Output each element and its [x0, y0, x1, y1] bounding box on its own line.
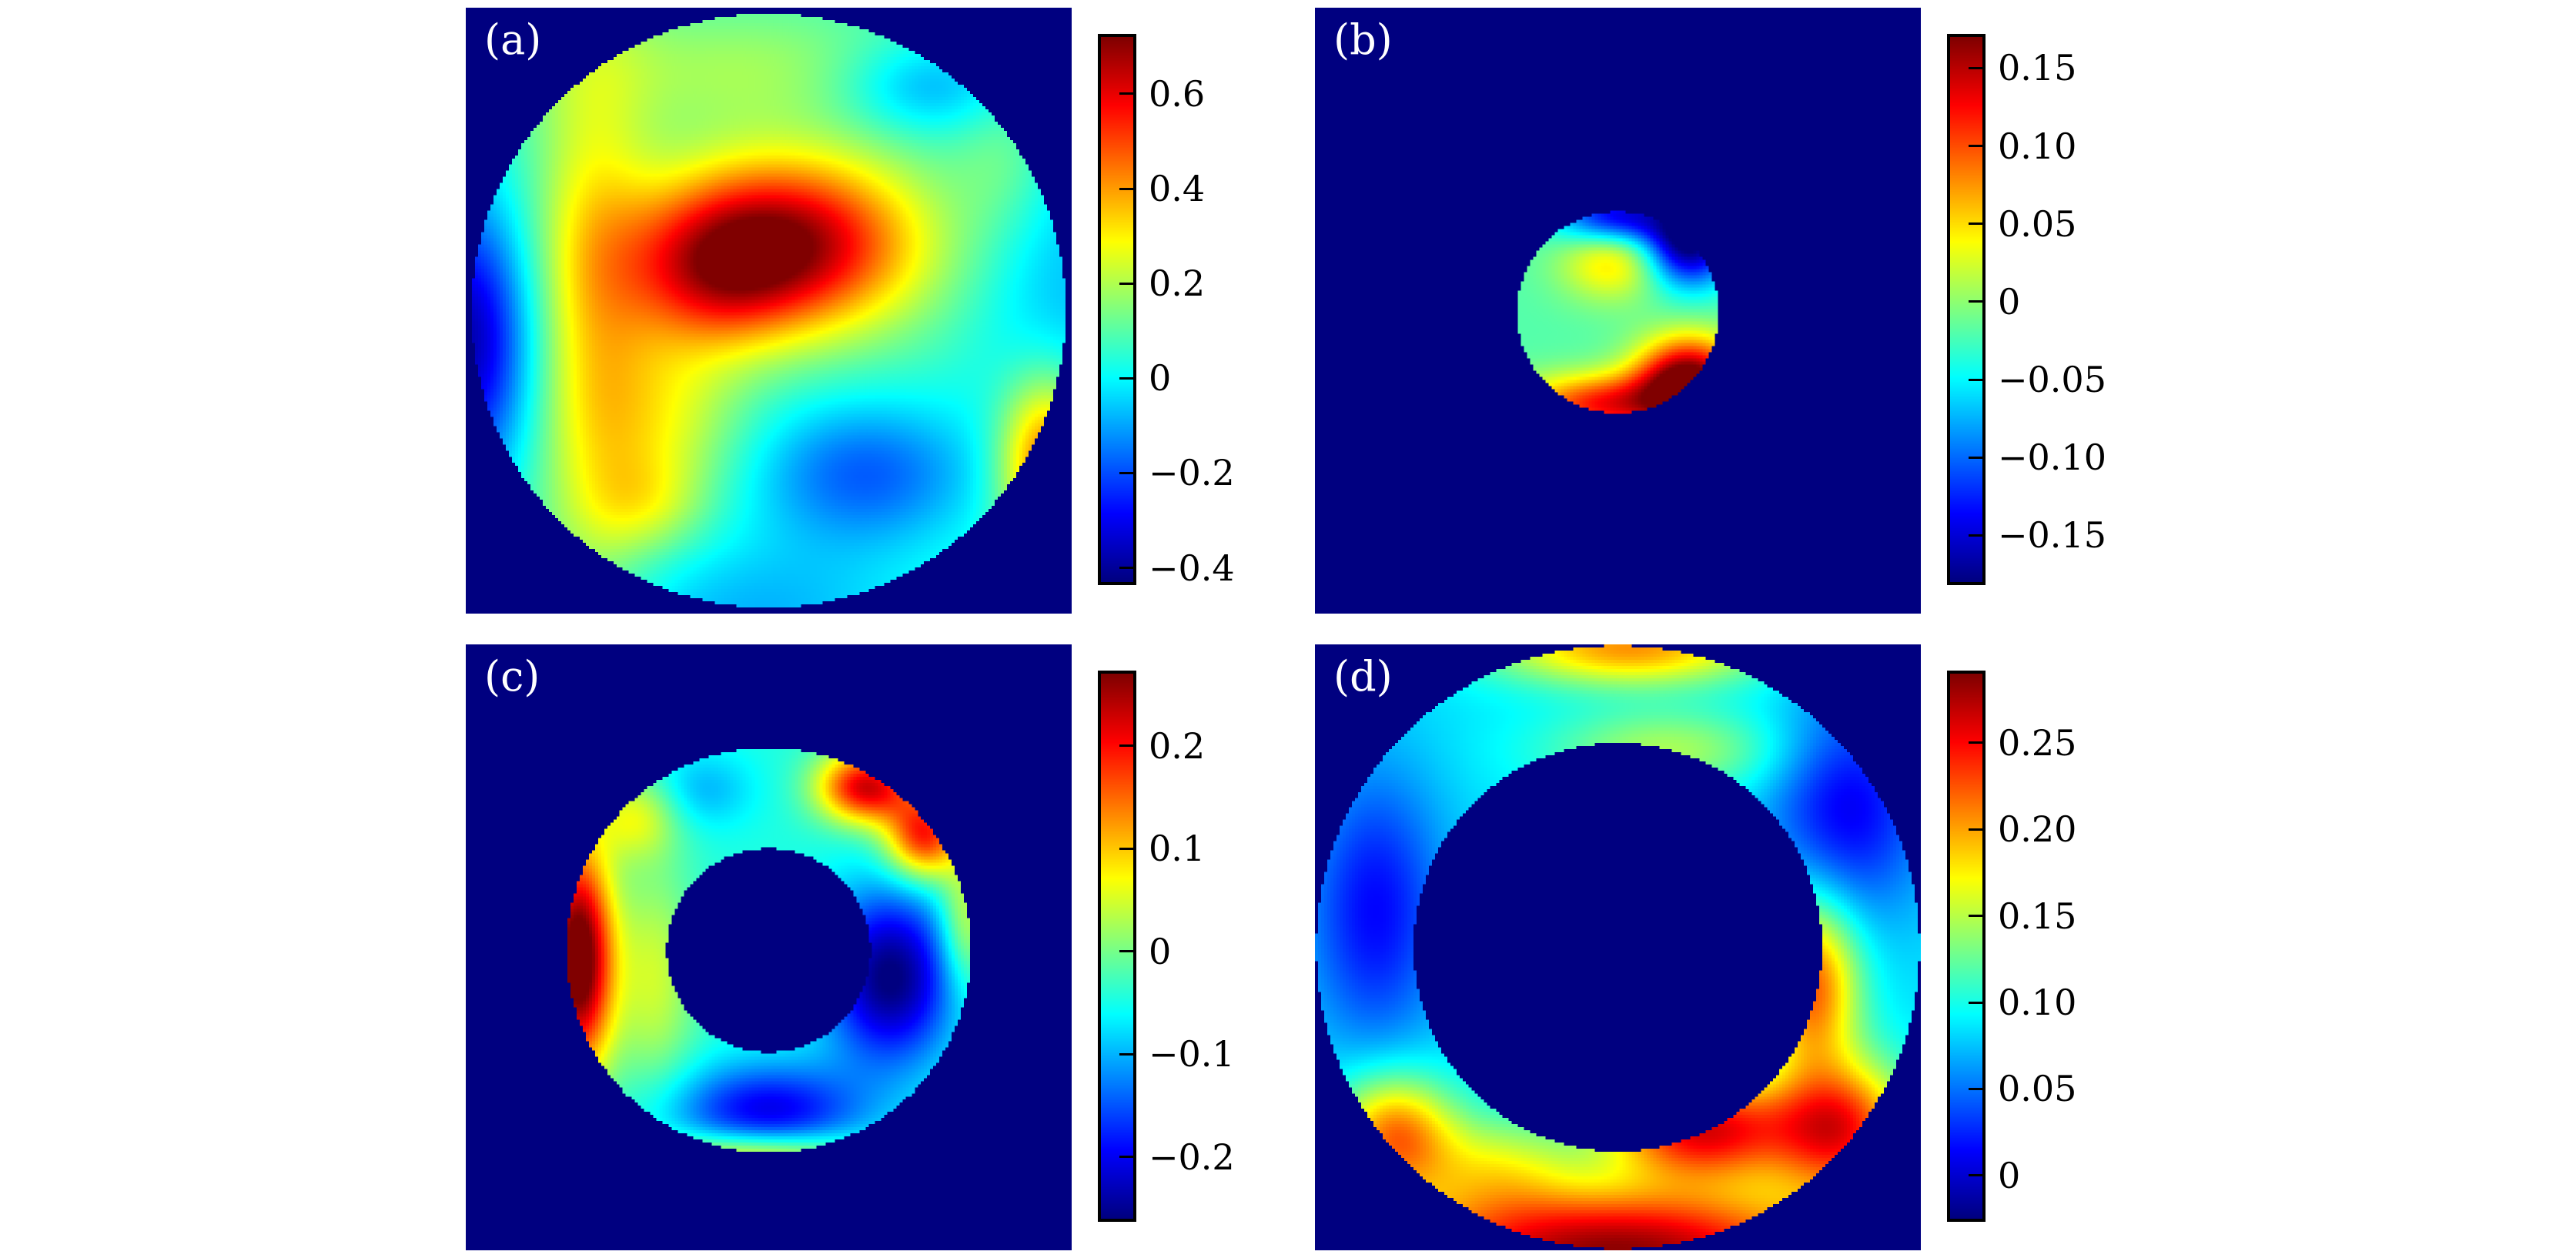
colorbar-tick-label: 0 — [1998, 280, 2021, 323]
colorbar-c-gradient — [1098, 671, 1136, 1222]
colorbar-tick-label: −0.2 — [1149, 452, 1235, 494]
colorbar-tick-label: −0.4 — [1149, 547, 1235, 589]
colorbar-tick — [1119, 187, 1136, 190]
colorbar-tick — [1969, 378, 1986, 381]
colorbar-tick — [1969, 456, 1986, 459]
panel-d-heatmap — [1315, 644, 1921, 1250]
colorbar-tick — [1969, 741, 1986, 744]
colorbar-tick-label: −0.05 — [1998, 359, 2106, 401]
colorbar-tick-label: −0.15 — [1998, 514, 2106, 557]
panel-c-label: (c) — [484, 652, 540, 701]
colorbar-c: 0.2 0.1 0 −0.1 −0.2 — [1098, 671, 1235, 1222]
colorbar-tick-label: 0.15 — [1998, 47, 2077, 89]
colorbar-tick-label: 0.4 — [1149, 168, 1206, 209]
colorbar-tick — [1119, 471, 1136, 474]
panel-d: (d) — [1315, 644, 1921, 1250]
colorbar-tick — [1119, 1052, 1136, 1056]
panel-a: (a) — [466, 8, 1072, 614]
panel-d-label: (d) — [1333, 652, 1393, 701]
colorbar-tick-label: 0.25 — [1998, 721, 2077, 764]
colorbar-tick-label: −0.2 — [1149, 1136, 1235, 1178]
colorbar-tick-label: −0.1 — [1149, 1033, 1235, 1076]
colorbar-tick-label: 0.2 — [1149, 263, 1206, 305]
colorbar-tick — [1119, 92, 1136, 95]
colorbar-tick — [1969, 145, 1986, 148]
colorbar-tick — [1119, 282, 1136, 285]
colorbar-tick — [1119, 567, 1136, 570]
colorbar-tick — [1119, 950, 1136, 953]
panel-a-label: (a) — [484, 15, 542, 64]
colorbar-tick — [1969, 915, 1986, 918]
colorbar-tick — [1969, 828, 1986, 831]
colorbar-tick-label: 0.1 — [1149, 828, 1206, 870]
colorbar-tick-label: 0 — [1149, 357, 1172, 400]
panel-b: (b) — [1315, 8, 1921, 614]
colorbar-a: 0.6 0.4 0.2 0 −0.2 −0.4 — [1098, 34, 1235, 589]
colorbar-tick — [1119, 847, 1136, 850]
colorbar-tick-label: 0.10 — [1998, 125, 2077, 167]
colorbar-tick-label: 0.05 — [1998, 202, 2077, 245]
colorbar-tick-label: 0.15 — [1998, 895, 2077, 937]
colorbar-d: 0.25 0.20 0.15 0.10 0.05 0 — [1947, 671, 2076, 1222]
colorbar-tick — [1969, 222, 1986, 226]
colorbar-tick-label: 0.05 — [1998, 1068, 2077, 1110]
colorbar-tick-label: 0.10 — [1998, 982, 2077, 1024]
colorbar-tick — [1119, 1156, 1136, 1159]
panel-c-heatmap — [466, 644, 1072, 1250]
colorbar-tick — [1969, 1174, 1986, 1177]
colorbar-tick — [1969, 1087, 1986, 1090]
colorbar-tick — [1969, 300, 1986, 303]
colorbar-tick — [1969, 534, 1986, 537]
colorbar-tick-label: 0.20 — [1998, 808, 2077, 851]
colorbar-tick-label: 0.6 — [1149, 72, 1206, 115]
panel-a-heatmap — [466, 8, 1072, 614]
colorbar-tick — [1969, 1001, 1986, 1004]
colorbar-tick-label: −0.10 — [1998, 437, 2106, 479]
panel-c: (c) — [466, 644, 1072, 1250]
colorbar-a-gradient — [1098, 34, 1136, 585]
colorbar-tick — [1119, 744, 1136, 747]
colorbar-b-gradient — [1947, 34, 1986, 585]
colorbar-tick-label: 0 — [1149, 930, 1172, 972]
colorbar-tick-label: 0 — [1998, 1154, 2021, 1196]
colorbar-tick-label: 0.2 — [1149, 724, 1206, 767]
panel-b-heatmap — [1315, 8, 1921, 614]
colorbar-d-gradient — [1947, 671, 1986, 1222]
panel-b-label: (b) — [1333, 15, 1393, 64]
colorbar-b: 0.15 0.10 0.05 0 −0.05 −0.10 −0.15 — [1947, 34, 2106, 585]
colorbar-tick — [1119, 376, 1136, 380]
colorbar-tick — [1969, 66, 1986, 69]
